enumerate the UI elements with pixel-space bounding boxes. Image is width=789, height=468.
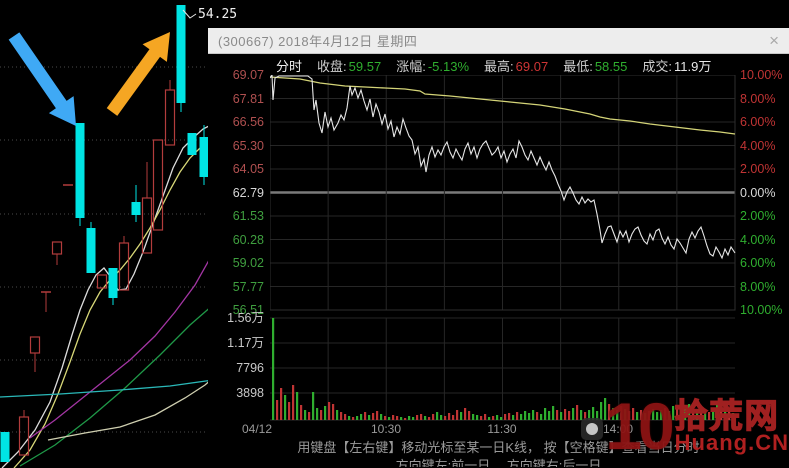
candle	[176, 5, 186, 103]
price-tick: 69.07	[232, 68, 264, 82]
stat-high: 最高: 69.07	[484, 59, 549, 74]
watermark-site: 拾荒网	[674, 397, 780, 435]
candle	[86, 228, 96, 273]
percent-tick: 6.00%	[740, 256, 776, 270]
watermark: 10 拾荒网 Huang.CN	[581, 389, 789, 463]
close-icon[interactable]: ×	[769, 31, 779, 50]
price-tick: 56.51	[232, 303, 264, 317]
percent-tick: 10.00%	[740, 303, 783, 317]
popup-title: (300667) 2018年4月12日 星期四	[218, 34, 418, 49]
ma-magenta	[29, 251, 214, 439]
time-tick: 04/12	[242, 422, 273, 436]
popup-titlebar: (300667) 2018年4月12日 星期四 ×	[208, 28, 789, 54]
intraday-chart[interactable]	[270, 75, 736, 421]
help-text-2: 方向键左:前一日， 方向键右:后一日	[395, 458, 602, 467]
candle	[131, 202, 141, 215]
candle	[18, 416, 30, 456]
candle	[0, 432, 10, 462]
watermark-icon	[581, 418, 604, 440]
stats-row: 分时 收盘: 59.57 涨幅: -5.13% 最高: 69.07 最低: 58.55 …	[208, 56, 789, 75]
price-tick: 61.53	[232, 209, 264, 223]
percent-tick: 0.00%	[740, 185, 776, 200]
percent-tick: 8.00%	[740, 91, 776, 106]
time-tick: 14:00	[602, 422, 634, 436]
intraday-popup: (300667) 2018年4月12日 星期四 × 分时 收盘: 59.57 涨幅…	[208, 28, 789, 468]
percent-tick: 4.00%	[740, 232, 776, 247]
time-tick: 11:30	[487, 422, 517, 436]
stat-change: 涨幅: -5.13%	[396, 59, 470, 74]
candle	[164, 89, 176, 146]
stat-volume: 成交: 11.9万	[642, 59, 712, 74]
volume-tick: 1.56万	[227, 311, 264, 325]
ma-white	[1, 123, 214, 468]
ma-green	[19, 304, 214, 467]
time-tick: 10:30	[370, 422, 402, 436]
popup-body: 分时 收盘: 59.57 涨幅: -5.13% 最高: 69.07 最低: 58.55 …	[208, 54, 789, 467]
ma-pale	[47, 377, 214, 441]
candle	[51, 241, 63, 255]
help-text: 用键盘【左右键】移动光标至某一日K线， 按【空格键】查看当日分时	[297, 440, 700, 455]
price-tick: 64.05	[232, 162, 264, 176]
average-price-line	[270, 76, 736, 135]
candle	[199, 137, 209, 177]
stat-low: 最低: 58.55	[563, 59, 628, 74]
price-annotation: 54.25	[198, 7, 237, 22]
stat-close: 收盘: 59.57	[317, 59, 382, 74]
volume-tick: 1.17万	[227, 336, 264, 350]
candle	[118, 242, 130, 291]
candle	[29, 336, 41, 354]
price-tick: 60.28	[232, 232, 264, 247]
percent-tick: 2.00%	[740, 162, 776, 176]
percent-tick: 4.00%	[740, 138, 776, 153]
ma-cyan	[0, 379, 214, 398]
blue-arrow	[8, 32, 76, 126]
candle	[152, 139, 164, 231]
volume-tick: 7796	[236, 361, 264, 375]
kline-chart[interactable]: 54.25	[0, 0, 270, 468]
price-tick: 67.81	[232, 91, 264, 106]
watermark-domain: Huang.CN	[674, 430, 789, 455]
tab-fenshi[interactable]: 分时	[276, 59, 303, 74]
price-tick: 66.56	[232, 115, 264, 129]
orange-arrow	[106, 32, 170, 116]
candle	[141, 197, 153, 254]
volume-tick: 3898	[236, 386, 264, 400]
candle	[96, 274, 108, 289]
percent-tick: 2.00%	[740, 209, 776, 223]
candle	[187, 133, 197, 155]
price-line	[270, 75, 736, 260]
percent-tick: 6.00%	[740, 115, 776, 129]
price-tick: 57.77	[232, 279, 264, 294]
candle	[108, 268, 118, 298]
candle	[75, 123, 85, 218]
percent-tick: 10.00%	[740, 68, 783, 82]
price-tick: 59.02	[232, 256, 264, 270]
price-tick: 65.30	[232, 138, 264, 153]
price-tick: 62.79	[232, 185, 264, 200]
watermark-number: 10	[605, 389, 674, 463]
percent-tick: 8.00%	[740, 279, 776, 294]
